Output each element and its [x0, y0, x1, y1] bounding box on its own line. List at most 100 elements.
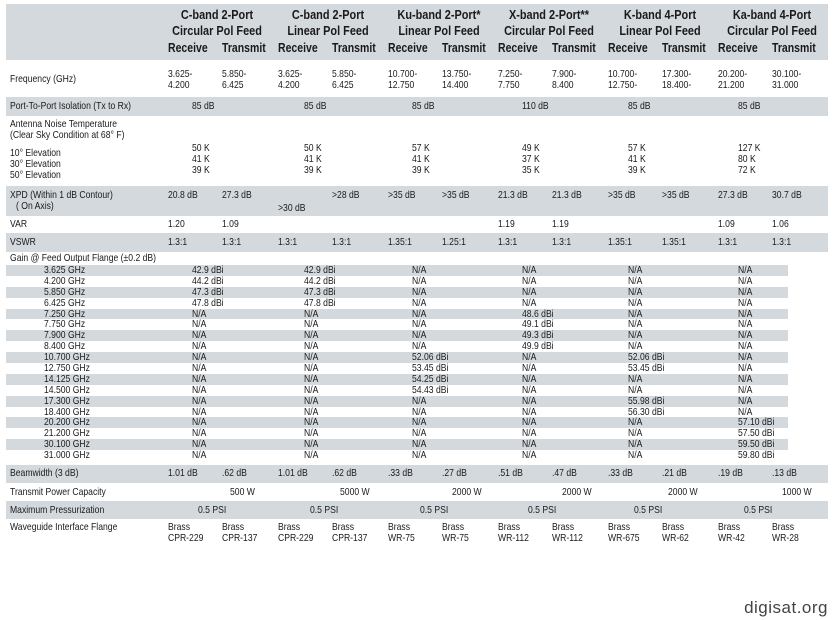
row-label: Maximum Pressurization: [10, 504, 105, 517]
gain-value: N/A: [738, 394, 753, 407]
gain-value: N/A: [192, 394, 207, 407]
frequency-value: 20.200-: [718, 68, 748, 80]
receive-header: Receive: [388, 41, 428, 55]
gain-value: N/A: [192, 405, 207, 418]
gain-frequency: 17.300 GHz: [44, 394, 90, 407]
vswr-value: 1.3:1: [278, 236, 298, 248]
gain-value: 47.8 dBi: [192, 296, 224, 309]
gain-frequency: 20.200 GHz: [44, 416, 90, 429]
gain-value: N/A: [522, 274, 537, 287]
gain-value: N/A: [738, 362, 753, 375]
gain-frequency: 12.750 GHz: [44, 362, 90, 375]
power-value: 2000 W: [668, 486, 698, 499]
gain-value: N/A: [304, 449, 319, 462]
isolation-value: 85 dB: [192, 100, 215, 112]
transmit-header: Transmit: [332, 41, 376, 55]
gain-value: 59.50 dBi: [738, 438, 775, 451]
flange-value: Brass: [718, 521, 741, 534]
gain-value: 55.98 dBi: [628, 394, 665, 407]
flange-value: Brass: [278, 521, 301, 534]
gain-frequency: 7.900 GHz: [44, 329, 86, 342]
gain-value: N/A: [304, 405, 319, 418]
gain-value: N/A: [412, 318, 427, 331]
receive-header: Receive: [498, 41, 538, 55]
var-value: 1.19: [552, 218, 569, 230]
gain-row: 4.200 GHz 44.2 dBi 44.2 dBi N/A N/A N/A N/A: [6, 274, 828, 287]
column-group-title: K-band 4-Port: [623, 7, 697, 22]
beamwidth-value: .51 dB: [498, 467, 523, 480]
gain-value: N/A: [628, 329, 643, 342]
gain-value: 52.06 dBi: [628, 351, 665, 364]
frequency-value: 6.425: [222, 79, 244, 91]
gain-value: N/A: [738, 405, 753, 418]
row-label: 50° Elevation: [10, 169, 61, 181]
gain-value: N/A: [522, 438, 537, 451]
gain-value: 47.3 dBi: [192, 285, 224, 298]
receive-header: Receive: [168, 41, 208, 55]
frequency-value: 4.200: [278, 79, 300, 91]
row-label: Frequency (GHz): [10, 73, 77, 85]
power-value: 1000 W: [782, 486, 812, 499]
beamwidth-value: .19 dB: [718, 467, 743, 480]
row-vswr: VSWR 1.3:1 1.3:1 1.3:1 1.3:1 1.35:1 1.25:1 1.3:…: [6, 233, 828, 252]
pressure-value: 0.5 PSI: [310, 504, 339, 517]
flange-value: WR-75: [388, 532, 415, 545]
gain-frequency: 31.000 GHz: [44, 449, 90, 462]
noise-temperature-value: 57 K: [628, 142, 646, 154]
gain-value: N/A: [628, 285, 643, 298]
gain-value: N/A: [304, 318, 319, 331]
gain-frequency: 14.125 GHz: [44, 372, 90, 385]
column-group-title: X-band 2-Port**: [508, 7, 590, 22]
gain-value: N/A: [304, 329, 319, 342]
column-group-title: C-band 2-Port: [180, 7, 254, 22]
flange-value: CPR-137: [222, 532, 258, 545]
flange-value: WR-75: [442, 532, 469, 545]
var-value: 1.20: [168, 218, 185, 230]
row-label: Port-To-Port Isolation (Tx to Rx): [10, 100, 132, 112]
beamwidth-value: 1.01 dB: [278, 467, 308, 480]
frequency-value: 21.200: [718, 79, 745, 91]
flange-value: WR-112: [552, 532, 583, 545]
transmit-header: Transmit: [772, 41, 816, 55]
frequency-value: 30.100-: [772, 68, 802, 80]
row-label: XPD (Within 1 dB Contour): [10, 189, 113, 201]
gain-row: 5.850 GHz 47.3 dBi 47.3 dBi N/A N/A N/A N/A: [6, 285, 788, 298]
vswr-value: 1.3:1: [718, 236, 738, 248]
gain-frequency: 6.425 GHz: [44, 296, 86, 309]
gain-value: N/A: [192, 427, 207, 440]
vswr-value: 1.35:1: [608, 236, 632, 248]
pressure-value: 0.5 PSI: [528, 504, 557, 517]
gain-value: N/A: [412, 405, 427, 418]
noise-temperature-value: 50 K: [304, 142, 322, 154]
gain-value: N/A: [412, 285, 427, 298]
var-value: 1.19: [498, 218, 515, 230]
power-value: 2000 W: [562, 486, 592, 499]
row-isolation: Port-To-Port Isolation (Tx to Rx) 85 dB 85…: [6, 97, 828, 116]
gain-value: N/A: [522, 362, 537, 375]
gain-value: 42.9 dBi: [304, 264, 336, 276]
gain-value: N/A: [628, 307, 643, 320]
vswr-value: 1.3:1: [498, 236, 518, 248]
column-group-title: Ka-band 4-Port: [732, 7, 812, 22]
gain-value: N/A: [192, 383, 207, 396]
gain-value: N/A: [738, 372, 753, 385]
noise-temperature-value: 37 K: [522, 153, 540, 165]
noise-temperature-value: 39 K: [304, 164, 322, 176]
gain-frequency: 8.400 GHz: [44, 340, 86, 353]
gain-value: N/A: [628, 438, 643, 451]
row-label: Beamwidth (3 dB): [10, 467, 79, 480]
row-noise-temperature: Antenna Noise Temperature (Clear Sky Cond…: [6, 116, 828, 186]
flange-value: CPR-229: [168, 532, 204, 545]
column-group-subtitle: Linear Pol Feed: [619, 23, 701, 38]
beamwidth-value: .47 dB: [552, 467, 577, 480]
beamwidth-value: 1.01 dB: [168, 467, 198, 480]
xpd-value: >28 dB: [332, 189, 360, 201]
watermark: digisat.org: [744, 598, 828, 617]
gain-value: N/A: [304, 362, 319, 375]
noise-temperature-value: 41 K: [192, 153, 210, 165]
gain-value: N/A: [628, 264, 643, 276]
noise-temperature-value: 41 K: [304, 153, 322, 165]
gain-value: N/A: [304, 307, 319, 320]
gain-value: N/A: [412, 340, 427, 353]
gain-value: 59.80 dBi: [738, 449, 775, 462]
